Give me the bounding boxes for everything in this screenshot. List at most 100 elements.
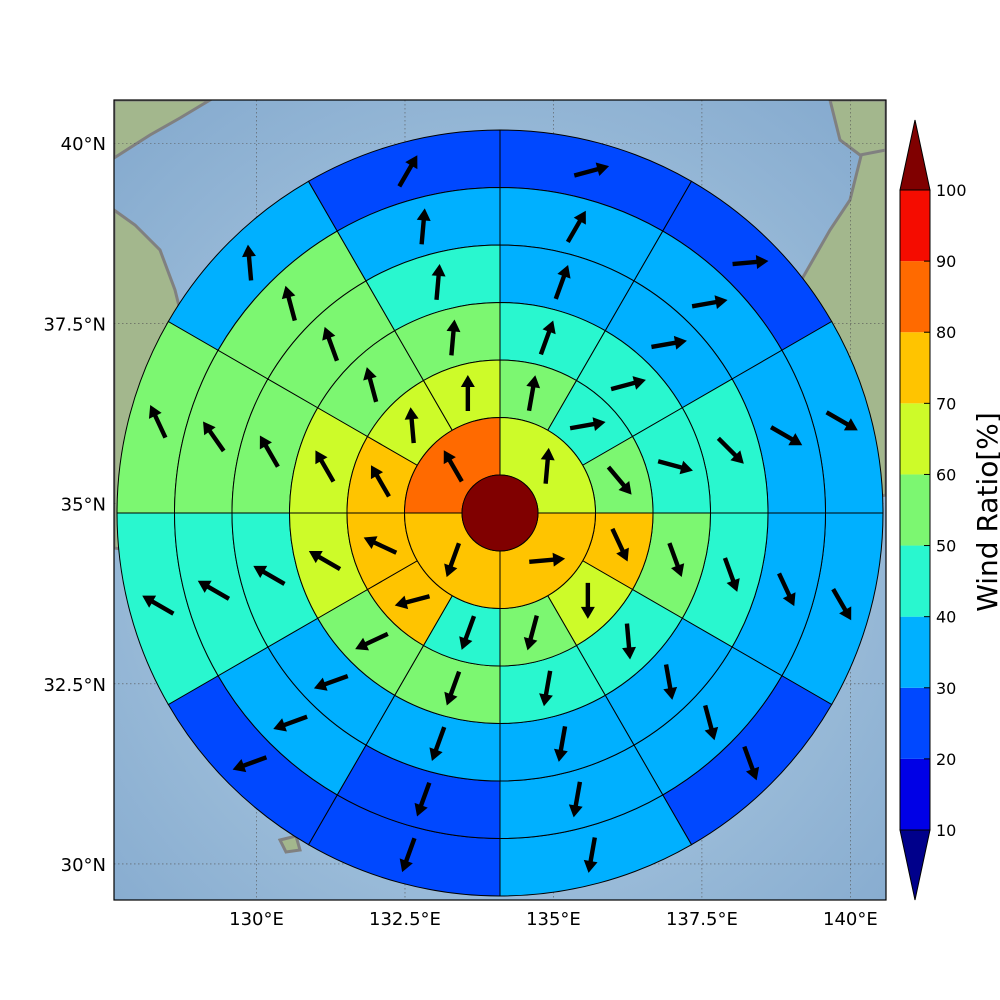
- lon-tick-label: 135°E: [526, 909, 581, 930]
- wind-arrow-shape: [416, 208, 431, 245]
- wind-arrow-shape: [355, 631, 389, 651]
- wind-arrow: [416, 208, 431, 245]
- colorbar-tick-label: 40: [936, 608, 956, 627]
- wind-arrow: [538, 320, 556, 356]
- colorbar-over-extension: [899, 119, 931, 191]
- colorbar-tick-label: 20: [936, 750, 956, 769]
- wind-arrow-shape: [606, 465, 632, 495]
- map-frame: [113, 99, 887, 901]
- wind-arrow: [651, 335, 687, 350]
- wind-arrow: [232, 755, 268, 773]
- lat-tick-label: 32.5°N: [43, 675, 106, 696]
- colorbar-tick-label: 90: [936, 252, 956, 271]
- colorbar-bin: [900, 545, 930, 617]
- wind-arrow-shape: [443, 450, 464, 483]
- wind-arrow-shape: [732, 255, 769, 269]
- wind-arrow-shape: [568, 781, 583, 818]
- wind-arrow: [459, 615, 477, 650]
- wind-arrow-shape: [370, 465, 391, 498]
- wind-arrow: [663, 664, 678, 700]
- wind-arrow-shape: [281, 285, 297, 322]
- wind-arrow: [573, 162, 610, 178]
- wind-arrow: [732, 255, 769, 269]
- wind-arrow: [197, 580, 231, 601]
- colorbar-bin: [900, 403, 930, 475]
- wind-arrow: [253, 565, 286, 586]
- wind-arrow-shape: [399, 837, 417, 873]
- wind-arrow-shape: [716, 436, 744, 464]
- wind-arrow: [444, 542, 462, 578]
- wind-arrow-shape: [523, 615, 539, 651]
- wind-arrow-shape: [446, 319, 461, 356]
- wind-arrow: [142, 595, 175, 616]
- wind-arrow: [259, 435, 280, 468]
- wind-arrow: [444, 670, 462, 706]
- wind-arrow-shape: [663, 664, 678, 700]
- wind-arrow-shape: [308, 550, 342, 571]
- wind-arrow-shape: [691, 295, 728, 310]
- colorbar-bin: [900, 332, 930, 404]
- wind-arrow-shape: [657, 459, 693, 475]
- colorbar-tick-label: 80: [936, 323, 956, 342]
- wind-arrow-shape: [363, 536, 398, 555]
- wind-arrow: [313, 673, 349, 691]
- lon-tick-label: 140°E: [823, 909, 878, 930]
- wind-arrow: [429, 726, 447, 762]
- wind-arrow-shape: [573, 162, 610, 178]
- wind-arrow: [397, 155, 418, 188]
- wind-arrow: [769, 425, 803, 446]
- wind-arrow: [394, 594, 431, 610]
- lon-tick-label: 137.5°E: [666, 909, 738, 930]
- wind-arrow: [460, 374, 475, 411]
- wind-arrow-shape: [553, 725, 568, 762]
- wind-arrow-shape: [825, 410, 858, 431]
- lat-tick-label: 30°N: [61, 855, 106, 876]
- colorbar: 10 20 30 40 50 60 70 80 90 100: [899, 119, 967, 901]
- wind-arrow: [281, 285, 297, 322]
- wind-arrow-shape: [429, 726, 447, 762]
- wind-arrow: [610, 527, 629, 562]
- wind-arrow-shape: [703, 704, 719, 741]
- wind-arrow-shape: [539, 670, 553, 707]
- wind-arrow-shape: [444, 542, 462, 578]
- wind-arrow: [308, 550, 342, 571]
- wind-arrow-shape: [394, 594, 431, 610]
- wind-arrow-shape: [232, 755, 268, 773]
- wind-arrow: [610, 376, 646, 392]
- wind-arrow: [553, 725, 568, 762]
- colorbar-bin: [900, 687, 930, 759]
- wind-arrow-shape: [529, 552, 566, 567]
- wind-arrow: [825, 410, 858, 431]
- wind-arrow-shape: [610, 527, 629, 562]
- wind-arrow-shape: [203, 421, 226, 453]
- wind-arrow: [583, 837, 598, 873]
- lat-tick-labels: 40°N 37.5°N 35°N 32.5°N 30°N: [43, 134, 106, 876]
- wind-arrow-shape: [610, 376, 646, 392]
- wind-arrow-shape: [722, 557, 740, 592]
- wind-arrow-shape: [651, 335, 687, 350]
- wind-arrow: [565, 210, 586, 244]
- wind-arrows: [142, 155, 858, 873]
- wind-arrow: [414, 781, 432, 817]
- wind-arrow: [539, 670, 553, 707]
- wind-arrow: [657, 459, 693, 475]
- wind-arrow-shape: [273, 714, 308, 732]
- wind-arrow-shape: [565, 210, 586, 244]
- wind-arrow: [363, 536, 398, 555]
- colorbar-tick-label: 60: [936, 465, 956, 484]
- wind-arrow-shape: [404, 407, 419, 444]
- wind-arrow-shape: [197, 580, 231, 601]
- wind-arrow: [370, 465, 391, 498]
- wind-arrow: [742, 745, 760, 781]
- center-disk: [461, 474, 539, 552]
- colorbar-tick-label: 10: [936, 821, 956, 840]
- wind-arrow-shape: [777, 572, 796, 607]
- wind-arrow: [722, 557, 740, 592]
- wind-arrow: [399, 837, 417, 873]
- wind-arrow: [242, 244, 256, 281]
- wind-arrow-shape: [742, 745, 760, 781]
- wind-arrow-shape: [259, 435, 280, 468]
- wind-arrow: [540, 447, 555, 484]
- wind-arrow-shape: [831, 587, 852, 621]
- wind-arrow: [777, 572, 796, 607]
